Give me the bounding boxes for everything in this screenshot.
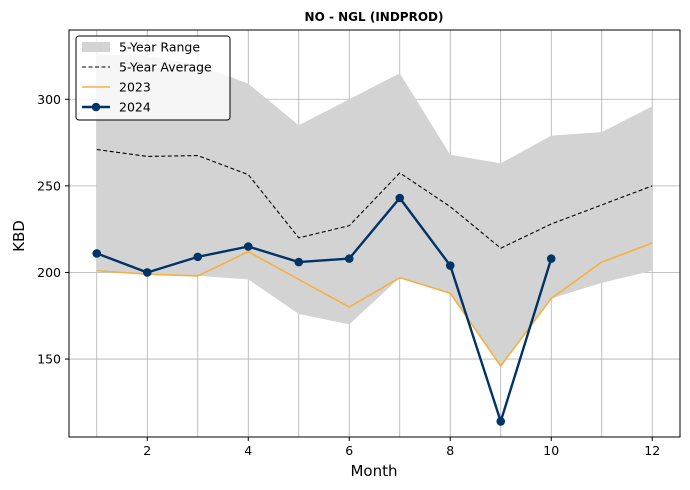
- point-2024: [445, 261, 455, 270]
- series-layer: [92, 148, 653, 426]
- line-2024: [96, 196, 553, 423]
- point-2024: [92, 249, 102, 258]
- point-2024: [344, 254, 354, 263]
- point-2024: [294, 257, 304, 267]
- legend-swatch-range: [82, 42, 110, 52]
- y-axis-label: KBD: [10, 220, 28, 252]
- legend-label: 5-Year Range: [119, 40, 200, 55]
- legend-label: 2023: [119, 80, 151, 95]
- point-2024: [193, 252, 203, 262]
- x-tick-label: 6: [345, 443, 353, 458]
- legend-label: 2024: [119, 100, 151, 115]
- x-tick-label: 12: [644, 443, 660, 458]
- range-layer: [96, 54, 653, 366]
- ticks: 2 4 6 8 10 12 150 200 250 300: [37, 92, 660, 458]
- point-2024: [496, 417, 506, 426]
- x-tick-label: 10: [543, 443, 559, 458]
- chart-title: NO - NGL (INDPROD): [305, 10, 444, 24]
- y-tick-label: 200: [37, 265, 61, 280]
- legend-box: [75, 35, 231, 121]
- legend: 5-Year Range 5-Year Average 2023 2024: [75, 35, 231, 121]
- x-tick-label: 2: [143, 443, 151, 458]
- plot-frame: [68, 29, 681, 438]
- point-2024: [395, 193, 405, 203]
- x-tick-label: 4: [244, 443, 252, 458]
- x-tick-label: 8: [446, 443, 454, 458]
- point-2024: [243, 242, 253, 251]
- y-tick-label: 150: [37, 352, 61, 367]
- avg-line: [96, 148, 653, 249]
- legend-marker-2024: [91, 102, 101, 112]
- range-band: [96, 54, 653, 366]
- y-tick-label: 250: [37, 178, 61, 193]
- legend-label: 5-Year Average: [119, 60, 212, 75]
- line-2023: [96, 242, 653, 367]
- point-2024: [546, 254, 556, 263]
- y-tick-label: 300: [37, 92, 61, 107]
- x-axis-label: Month: [350, 462, 397, 480]
- point-2024: [142, 268, 152, 277]
